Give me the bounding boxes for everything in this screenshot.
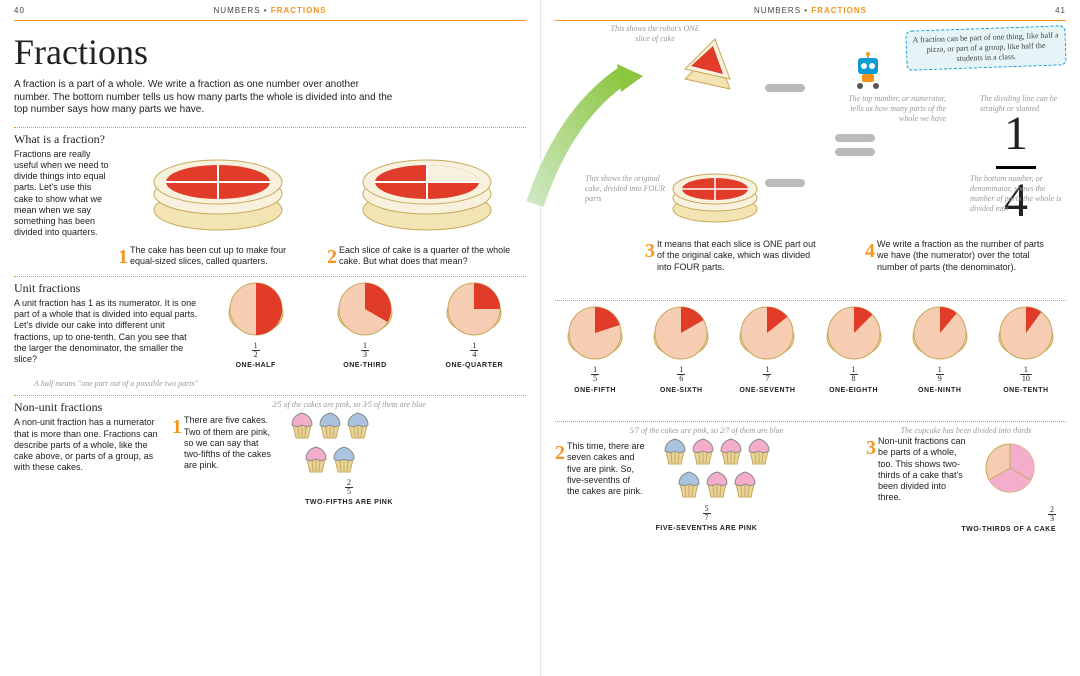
note-whole: This shows the original cake, divided in… — [585, 174, 665, 204]
cupcake-set-1 — [288, 410, 372, 477]
intro-text: A fraction is a part of a whole. We writ… — [14, 79, 394, 117]
unit-fractions-row: Unit fractions A unit fraction has 1 as … — [14, 281, 526, 390]
cupcake-icon — [675, 469, 703, 499]
page-number-right: 41 — [1055, 6, 1066, 16]
cupcake2-label: FIVE-SEVENTHS ARE PINK — [555, 525, 858, 534]
page-right: 41 NUMBERS • FRACTIONS A fraction can be… — [540, 0, 1080, 676]
what-is-body: Fractions are really useful when we need… — [14, 149, 110, 239]
cupcake1-note: 2⁄5 of the cakes are pink, so 3⁄5 of the… — [172, 400, 526, 410]
page-number-left: 40 — [14, 6, 25, 16]
unit-fraction-item: 13 ONE-THIRD — [330, 281, 400, 371]
cupcake1-label: TWO-FIFTHS ARE PINK — [172, 499, 526, 508]
step4-text: We write a fraction as the number of par… — [877, 239, 1055, 273]
unit-fraction-item: 19 ONE-NINTH — [905, 305, 975, 415]
cupcake-icon — [717, 436, 745, 466]
step2-text: Each slice of cake is a quarter of the w… — [339, 245, 516, 268]
cupcake-icon — [661, 436, 689, 466]
cupcake-icon — [302, 444, 330, 474]
fraction-diagram: This shows the robot's ONE slice of cake… — [555, 24, 1066, 274]
cake-whole-small — [665, 154, 765, 232]
unit-fractions-body: A unit fraction has 1 as its numerator. … — [14, 298, 198, 366]
running-head-left: NUMBERS • FRACTIONS — [214, 6, 327, 16]
non-unit-row-left: Non-unit fractions A non-unit fraction h… — [14, 400, 526, 508]
cupcake-icon — [344, 410, 372, 440]
non-unit-heading: Non-unit fractions — [14, 400, 164, 415]
cupcake-set-2 — [661, 436, 773, 503]
note-numerator: The top number, or numerator, tells us h… — [836, 94, 946, 124]
step1-text: The cake has been cut up to make four eq… — [130, 245, 307, 268]
page-left: 40 NUMBERS • FRACTIONS Fractions A fract… — [0, 0, 540, 676]
note-line: The dividing line can be straight or sla… — [980, 94, 1070, 114]
cupcake-icon — [745, 436, 773, 466]
cupcake2-text: This time, there are seven cakes and fiv… — [567, 441, 645, 497]
page-title: Fractions — [14, 30, 526, 75]
unit-fractions-heading: Unit fractions — [14, 281, 198, 296]
cake-slice-removed — [327, 132, 526, 245]
note-slice: This shows the robot's ONE slice of cake — [605, 24, 705, 44]
cupcake-icon — [731, 469, 759, 499]
unit-fraction-item: 17 ONE-SEVENTH — [732, 305, 802, 415]
cake-whole-quarters — [118, 132, 317, 245]
cupcake-icon — [288, 410, 316, 440]
cupcake3-note: The cupcake has been divided into thirds — [866, 426, 1066, 436]
non-unit-body: A non-unit fraction has a numerator that… — [14, 417, 164, 473]
cupcake-icon — [330, 444, 358, 474]
unit-fraction-item: 14 ONE-QUARTER — [439, 281, 509, 371]
cupcake-icon — [703, 469, 731, 499]
unit-fraction-item: 18 ONE-EIGHTH — [819, 305, 889, 415]
cupcake-icon — [689, 436, 717, 466]
cupcake1-text: There are five cakes. Two of them are pi… — [184, 415, 272, 471]
what-is-heading: What is a fraction? — [14, 132, 110, 147]
note-denominator: The bottom number, or denominator, shows… — [970, 174, 1070, 214]
what-is-row: What is a fraction? Fractions are really… — [14, 132, 526, 270]
unit-fraction-pies-right: 15 ONE-FIFTH 16 ONE-SIXTH 17 ONE-SEVENTH… — [555, 305, 1066, 415]
running-head-right: NUMBERS • FRACTIONS — [754, 6, 867, 16]
unit-fraction-item: 110 ONE-TENTH — [991, 305, 1061, 415]
step-number: 1 — [118, 245, 128, 270]
step3-text: It means that each slice is ONE part out… — [657, 239, 825, 273]
cupcake-thirds — [982, 440, 1038, 499]
top-rule — [14, 20, 526, 21]
cupcake2-note: 5⁄7 of the cakes are pink, so 2⁄7 of the… — [555, 426, 858, 436]
cake-slice — [675, 34, 745, 107]
unit-fraction-item: 15 ONE-FIFTH — [560, 305, 630, 415]
unit-fraction-item: 16 ONE-SIXTH — [646, 305, 716, 415]
cupcake3-label: TWO-THIRDS OF A CAKE — [866, 526, 1056, 535]
unit-fraction-item: 12 ONE-HALF — [221, 281, 291, 371]
non-unit-row-right: 5⁄7 of the cakes are pink, so 2⁄7 of the… — [555, 426, 1066, 535]
cupcake-icon — [316, 410, 344, 440]
half-aside: A half means "one part out of a possible… — [14, 379, 198, 389]
unit-fraction-pies-left: 12 ONE-HALF 13 ONE-THIRD 14 ONE-QUARTER — [204, 281, 526, 371]
robot-icon — [850, 50, 886, 90]
cupcake3-text: Non-unit fractions can be parts of a who… — [878, 436, 966, 504]
